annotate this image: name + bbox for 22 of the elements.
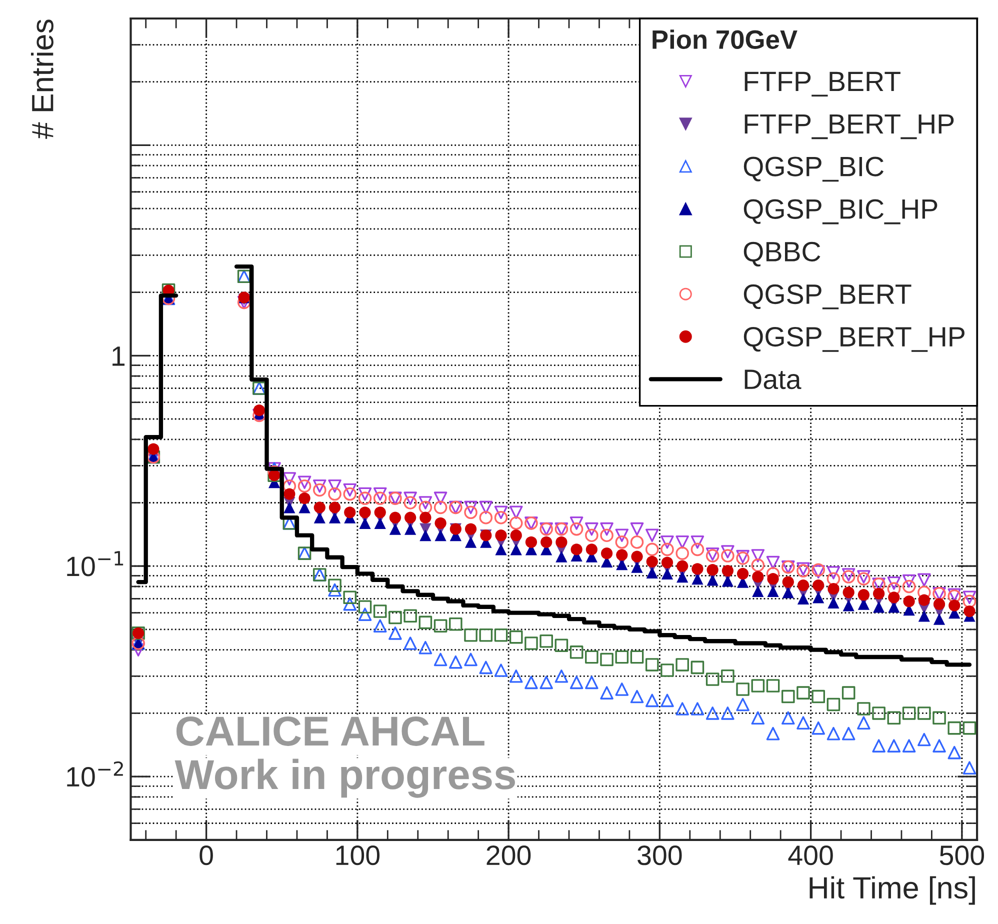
legend-label: QGSP_BIC <box>744 156 884 182</box>
y-axis-title: # Entries <box>31 20 54 139</box>
x-tick-label: 300 <box>638 846 682 866</box>
x-tick-label: 200 <box>486 846 531 866</box>
annotation: CALICE AHCAL <box>176 716 484 746</box>
legend-label: FTFP_BERT_HP <box>744 114 954 140</box>
legend-label: QGSP_BERT <box>744 284 912 310</box>
legend-label: Data <box>744 370 802 390</box>
x-axis-title: Hit Time [ns] <box>810 876 975 905</box>
legend-label: QGSP_BERT_HP <box>744 326 964 352</box>
x-tick-label: 100 <box>336 846 380 866</box>
y-tick-label: 1 <box>112 346 125 366</box>
legend-label: QBBC <box>744 242 820 266</box>
y-tick-label: 10$^{−2}$ <box>67 761 123 787</box>
x-tick-label: 400 <box>788 846 833 866</box>
x-tick-label: 0 <box>200 846 213 866</box>
legend-title: Pion 70GeV <box>652 30 798 49</box>
legend-label: QGSP_BIC_HP <box>744 199 938 224</box>
y-tick-label: 10$^{−1}$ <box>67 551 124 576</box>
x-tick-label: 500 <box>940 846 984 866</box>
annotation: Work in progress <box>174 758 515 798</box>
legend-label: FTFP_BERT <box>744 72 900 97</box>
